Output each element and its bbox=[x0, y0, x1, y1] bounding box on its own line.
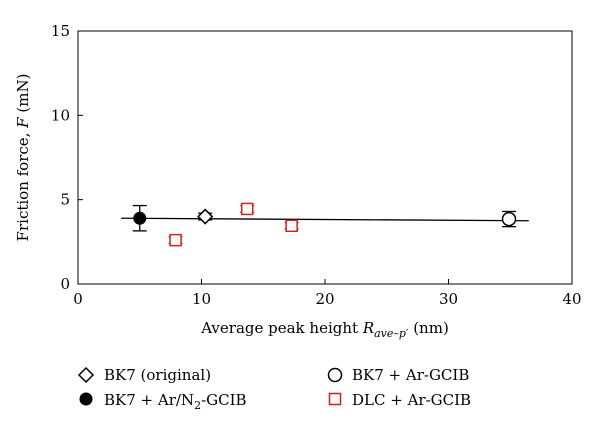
data-point-2-0 bbox=[133, 211, 147, 225]
legend-marker-diamond bbox=[77, 366, 95, 384]
data-point-3-2 bbox=[285, 219, 298, 233]
x-axis-label-unit: (nm) bbox=[408, 319, 448, 337]
y-axis-label-math: F bbox=[14, 117, 32, 129]
x-tick-label: 20 bbox=[315, 290, 334, 308]
legend-item-dlc-ar-gcib: DLC + Ar-GCIB bbox=[328, 391, 471, 409]
y-tick-label: 15 bbox=[51, 22, 70, 40]
data-point-0-0 bbox=[197, 208, 214, 225]
data-point-3-0 bbox=[169, 233, 182, 247]
legend-label-bk7-ar-gcib: BK7 + Ar-GCIB bbox=[352, 366, 469, 384]
x-tick-label: 10 bbox=[192, 290, 211, 308]
data-point-1-0 bbox=[501, 211, 517, 227]
legend-marker-shape bbox=[79, 392, 93, 406]
legend-label-bk7-original: BK7 (original) bbox=[104, 366, 211, 384]
y-tick-label: 5 bbox=[60, 191, 70, 209]
legend: BK7 (original) BK7 + Ar-GCIB BK7 + Ar/N2… bbox=[77, 366, 471, 412]
x-axis-label-sub: ave–p′ bbox=[374, 327, 409, 340]
legend-item-bk7-ar-gcib: BK7 + Ar-GCIB bbox=[327, 366, 469, 384]
series-3 bbox=[168, 202, 299, 247]
legend-item-bk7-ar-n2-gcib: BK7 + Ar/N2-GCIB bbox=[79, 391, 247, 412]
plot-frame bbox=[77, 30, 573, 285]
x-tick-label: 0 bbox=[73, 290, 83, 308]
y-axis-label-text: Friction force, bbox=[14, 128, 32, 242]
legend-label-bk7-ar-n2-suffix: -GCIB bbox=[201, 391, 246, 409]
fit-line bbox=[121, 217, 529, 222]
axis-ticks: 0 10 20 30 40 0 5 10 15 bbox=[51, 22, 582, 308]
y-tick-label: 0 bbox=[60, 275, 70, 293]
x-axis-label-text: Average peak height bbox=[200, 319, 363, 337]
y-axis-label: Friction force, F (mN) bbox=[14, 74, 32, 242]
legend-marker-shape bbox=[327, 367, 343, 383]
x-tick-label: 40 bbox=[562, 290, 581, 308]
x-tick-label: 30 bbox=[439, 290, 458, 308]
legend-label-bk7-ar-n2-prefix: BK7 + Ar/N bbox=[104, 391, 194, 409]
data-point-3-1 bbox=[240, 202, 254, 216]
series-2 bbox=[132, 204, 147, 232]
legend-marker-square-open bbox=[328, 392, 342, 406]
legend-marker-shape bbox=[328, 392, 342, 406]
legend-marker-circle-filled bbox=[79, 392, 93, 406]
legend-label-bk7-ar-n2-sub: 2 bbox=[194, 399, 201, 412]
y-axis-label-unit: (mN) bbox=[14, 74, 32, 118]
legend-item-bk7-original: BK7 (original) bbox=[77, 366, 211, 384]
legend-marker-shape bbox=[77, 366, 95, 384]
y-tick-label: 10 bbox=[51, 106, 70, 124]
legend-label-dlc-ar-gcib: DLC + Ar-GCIB bbox=[352, 391, 471, 409]
x-axis-label: Average peak height Rave–p′ (nm) bbox=[200, 319, 449, 340]
legend-marker-circle-open bbox=[327, 367, 343, 383]
x-axis-label-math: R bbox=[362, 319, 374, 337]
series-0 bbox=[197, 208, 214, 225]
data-points bbox=[132, 202, 517, 247]
series-1 bbox=[501, 210, 517, 228]
legend-label-bk7-ar-n2-gcib: BK7 + Ar/N2-GCIB bbox=[104, 391, 247, 412]
